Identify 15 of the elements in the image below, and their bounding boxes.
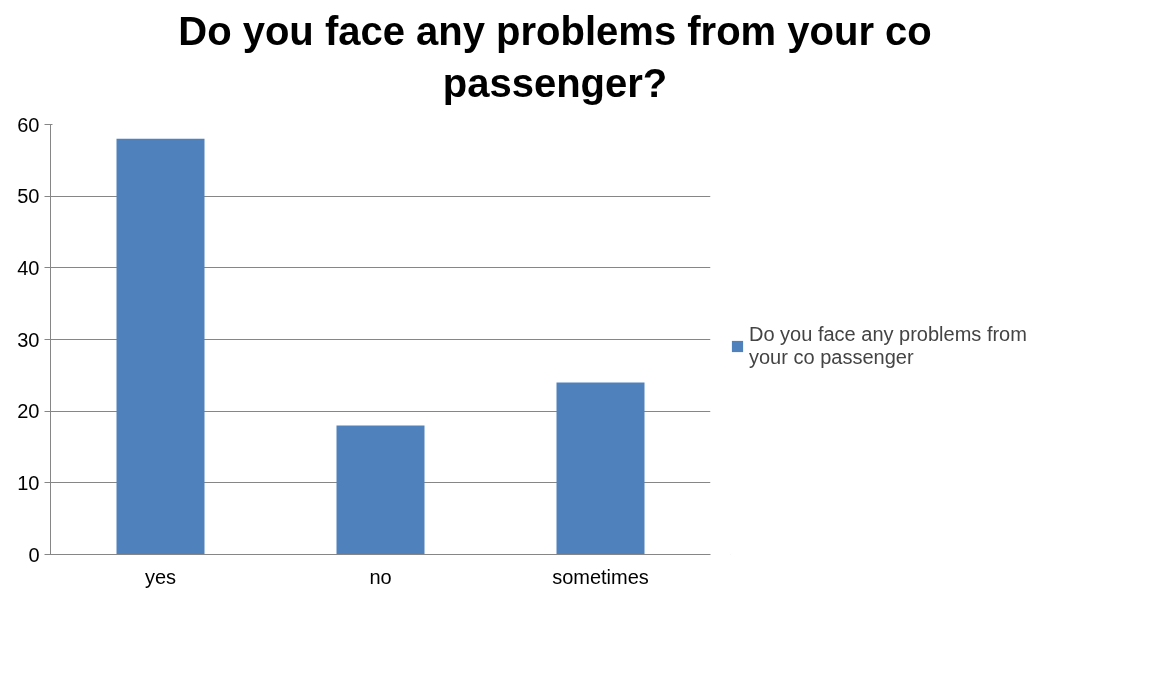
x-tick-label: no	[369, 565, 392, 588]
bar	[116, 138, 205, 555]
x-tick-label: sometimes	[552, 565, 649, 588]
bar	[336, 425, 425, 555]
y-tick-label: 40	[17, 256, 40, 279]
y-tick-label: 60	[17, 113, 40, 136]
y-tick-label: 50	[17, 185, 40, 208]
bar	[556, 382, 645, 555]
x-tick-label: yes	[144, 565, 177, 588]
legend-label: Do you face any problems from your co passenger	[749, 323, 1027, 369]
chart-title: Do you face any problems from your co passenger?	[177, 8, 933, 107]
y-tick-label: 20	[17, 400, 40, 423]
y-tick-label: 10	[17, 471, 40, 494]
y-tick-label: 30	[17, 328, 40, 351]
y-tick-label: 0	[28, 543, 40, 566]
